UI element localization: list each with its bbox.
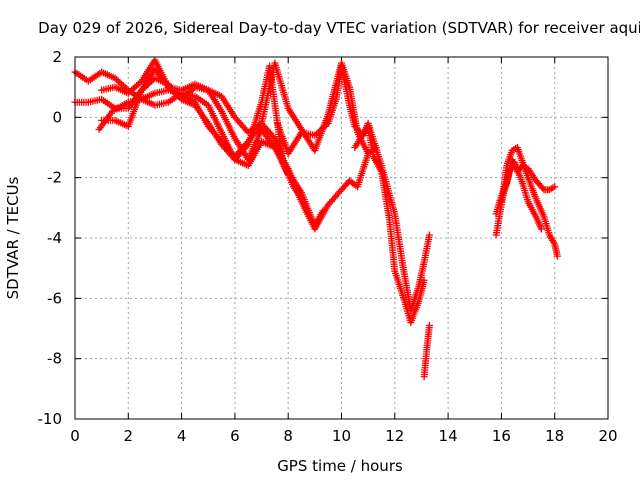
x-tick-label: 10 — [332, 427, 351, 445]
data-point — [174, 92, 182, 100]
data-point — [318, 125, 326, 133]
x-tick-label: 2 — [124, 427, 134, 445]
y-tick-label: -2 — [47, 169, 62, 187]
data-point — [323, 121, 331, 129]
data-point — [113, 76, 121, 84]
series-track-g — [351, 122, 428, 326]
data-point — [284, 171, 292, 179]
data-points — [71, 56, 561, 381]
chart-title: Day 029 of 2026, Sidereal Day-to-day VTE… — [38, 19, 640, 37]
x-tick-label: 12 — [385, 427, 404, 445]
data-point — [128, 86, 136, 94]
data-point — [243, 142, 251, 150]
data-point — [313, 130, 321, 138]
data-point — [178, 95, 186, 103]
y-tick-label: -6 — [47, 289, 62, 307]
y-tick-label: 0 — [52, 108, 62, 126]
data-point — [131, 83, 139, 91]
data-point — [551, 183, 559, 191]
data-point — [311, 131, 319, 139]
series-track-k — [497, 159, 545, 233]
series-track-i — [492, 144, 561, 260]
data-point — [184, 89, 192, 97]
y-tick-label: 2 — [52, 48, 62, 66]
plot-frame — [74, 56, 609, 420]
data-point — [316, 127, 324, 135]
x-tick-label: 6 — [230, 427, 240, 445]
data-point — [181, 92, 189, 100]
grid — [75, 57, 608, 419]
data-point — [537, 225, 545, 233]
x-tick-label: 20 — [598, 427, 617, 445]
data-point — [119, 82, 127, 90]
data-point — [118, 80, 126, 88]
data-point — [116, 79, 124, 87]
data-point — [129, 85, 137, 93]
x-tick-label: 16 — [492, 427, 511, 445]
x-tick-label: 18 — [545, 427, 564, 445]
data-point — [114, 77, 122, 85]
series-track-c — [95, 86, 380, 233]
data-point — [269, 133, 277, 141]
data-point — [553, 252, 561, 260]
data-point — [539, 184, 547, 192]
data-point — [179, 94, 187, 102]
data-point — [134, 80, 142, 88]
data-point — [314, 128, 322, 136]
series-track-h — [420, 321, 433, 381]
data-point — [420, 276, 428, 284]
data-point — [425, 231, 433, 239]
data-point — [321, 122, 329, 130]
data-point — [319, 124, 327, 132]
data-point — [111, 74, 119, 82]
data-point — [186, 88, 194, 96]
x-tick-label: 4 — [177, 427, 187, 445]
y-axis-title: SDTVAR / TECUs — [4, 176, 22, 299]
data-point — [126, 88, 134, 96]
data-point — [124, 89, 132, 97]
x-tick-label: 8 — [283, 427, 293, 445]
data-point — [425, 321, 433, 329]
x-axis-title: GPS time / hours — [277, 457, 403, 475]
y-tick-label: -8 — [47, 350, 62, 368]
y-tick-label: -10 — [38, 410, 63, 428]
x-tick-label: 14 — [439, 427, 458, 445]
data-point — [133, 82, 141, 90]
data-point — [364, 150, 372, 158]
data-point — [183, 91, 191, 99]
x-tick-label: 0 — [70, 427, 80, 445]
y-tick-label: -4 — [47, 229, 62, 247]
